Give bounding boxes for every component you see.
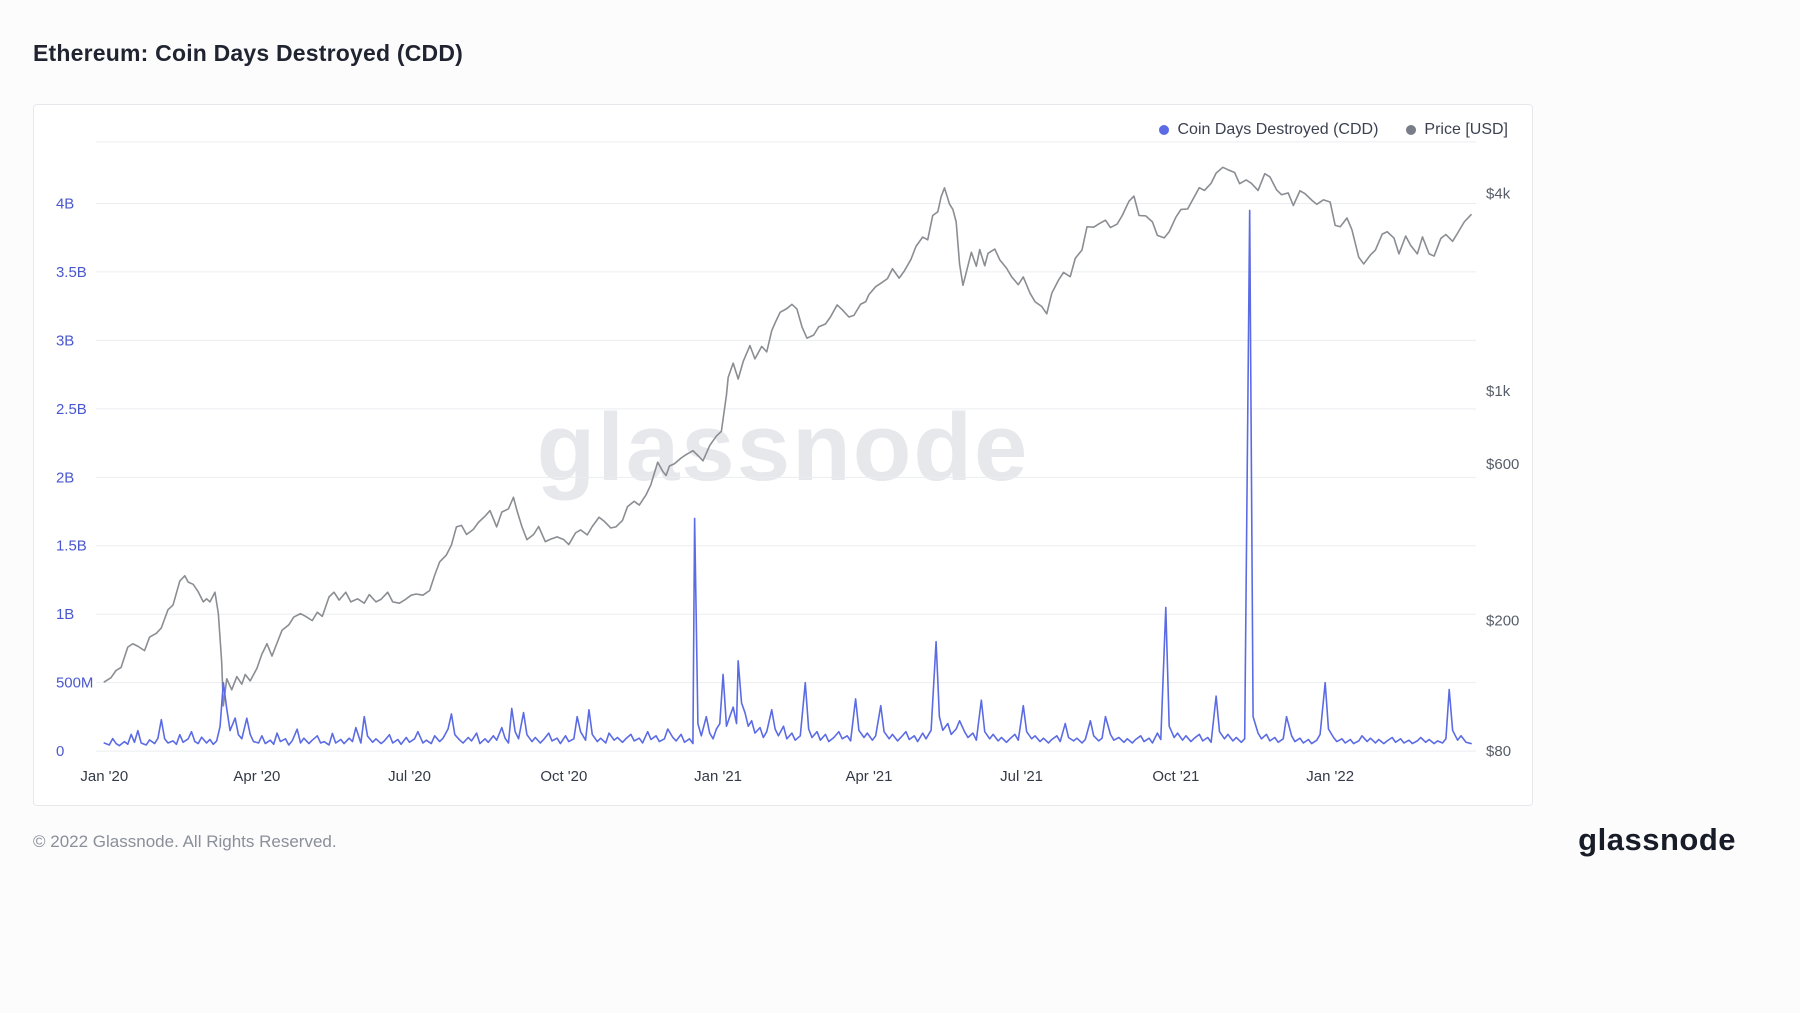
x-axis-tick-label: Jul '20 bbox=[388, 768, 431, 785]
x-axis-tick-label: Apr '20 bbox=[233, 768, 280, 785]
x-axis-tick-label: Oct '21 bbox=[1152, 768, 1199, 785]
legend-dot-cdd-icon bbox=[1159, 125, 1170, 135]
right-axis-tick-label: $80 bbox=[1486, 743, 1511, 760]
cdd-series-line bbox=[103, 209, 1472, 747]
right-axis-tick-label: $4k bbox=[1486, 186, 1511, 203]
left-axis-tick-label: 3.5B bbox=[56, 264, 87, 281]
left-axis-tick-label: 2B bbox=[56, 469, 74, 486]
left-axis-tick-label: 4B bbox=[56, 196, 74, 213]
left-axis-tick-label: 1B bbox=[56, 606, 74, 623]
page-title: Ethereum: Coin Days Destroyed (CDD) bbox=[33, 40, 464, 66]
right-axis-tick-label: $1k bbox=[1486, 383, 1511, 400]
left-axis-tick-label: 0 bbox=[56, 743, 64, 760]
legend-dot-price-icon bbox=[1406, 125, 1417, 135]
x-axis-tick-label: Jul '21 bbox=[1000, 768, 1043, 785]
chart-card: glassnode 0 500M 1B 1.5B 2B 2.5B 3B 3.5B 4B $80 $2… bbox=[33, 104, 1533, 806]
legend-label-price: Price [USD] bbox=[1424, 121, 1508, 138]
price-series-line bbox=[103, 166, 1472, 707]
right-axis-tick-label: $600 bbox=[1486, 456, 1519, 473]
glassnode-watermark: glassnode bbox=[536, 394, 1030, 501]
legend-item-price[interactable]: Price [USD] bbox=[1406, 121, 1508, 139]
x-axis-tick-label: Apr '21 bbox=[846, 768, 893, 785]
x-axis-tick-label: Jan '20 bbox=[80, 768, 128, 785]
left-axis-tick-label: 2.5B bbox=[56, 401, 87, 418]
left-axis-tick-label: 500M bbox=[56, 675, 93, 692]
x-axis-tick-label: Jan '22 bbox=[1306, 768, 1354, 785]
x-axis-tick-label: Oct '20 bbox=[540, 768, 587, 785]
chart-canvas: 0 500M 1B 1.5B 2B 2.5B 3B 3.5B 4B $80 $200 $600 $1k $… bbox=[56, 141, 1519, 785]
right-axis-tick-label: $200 bbox=[1486, 613, 1519, 630]
legend-item-cdd[interactable]: Coin Days Destroyed (CDD) bbox=[1159, 121, 1378, 139]
chart-legend: Coin Days Destroyed (CDD) Price [USD] bbox=[1159, 121, 1508, 139]
left-axis-tick-label: 1.5B bbox=[56, 538, 87, 555]
glassnode-logo: glassnode bbox=[1578, 822, 1736, 857]
legend-label-cdd: Coin Days Destroyed (CDD) bbox=[1177, 121, 1379, 138]
x-axis-tick-label: Jan '21 bbox=[694, 768, 742, 785]
left-axis-tick-label: 3B bbox=[56, 332, 74, 349]
copyright-text: © 2022 Glassnode. All Rights Reserved. bbox=[33, 832, 337, 851]
